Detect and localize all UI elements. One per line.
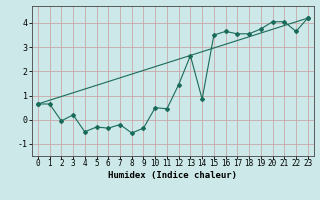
X-axis label: Humidex (Indice chaleur): Humidex (Indice chaleur) — [108, 171, 237, 180]
